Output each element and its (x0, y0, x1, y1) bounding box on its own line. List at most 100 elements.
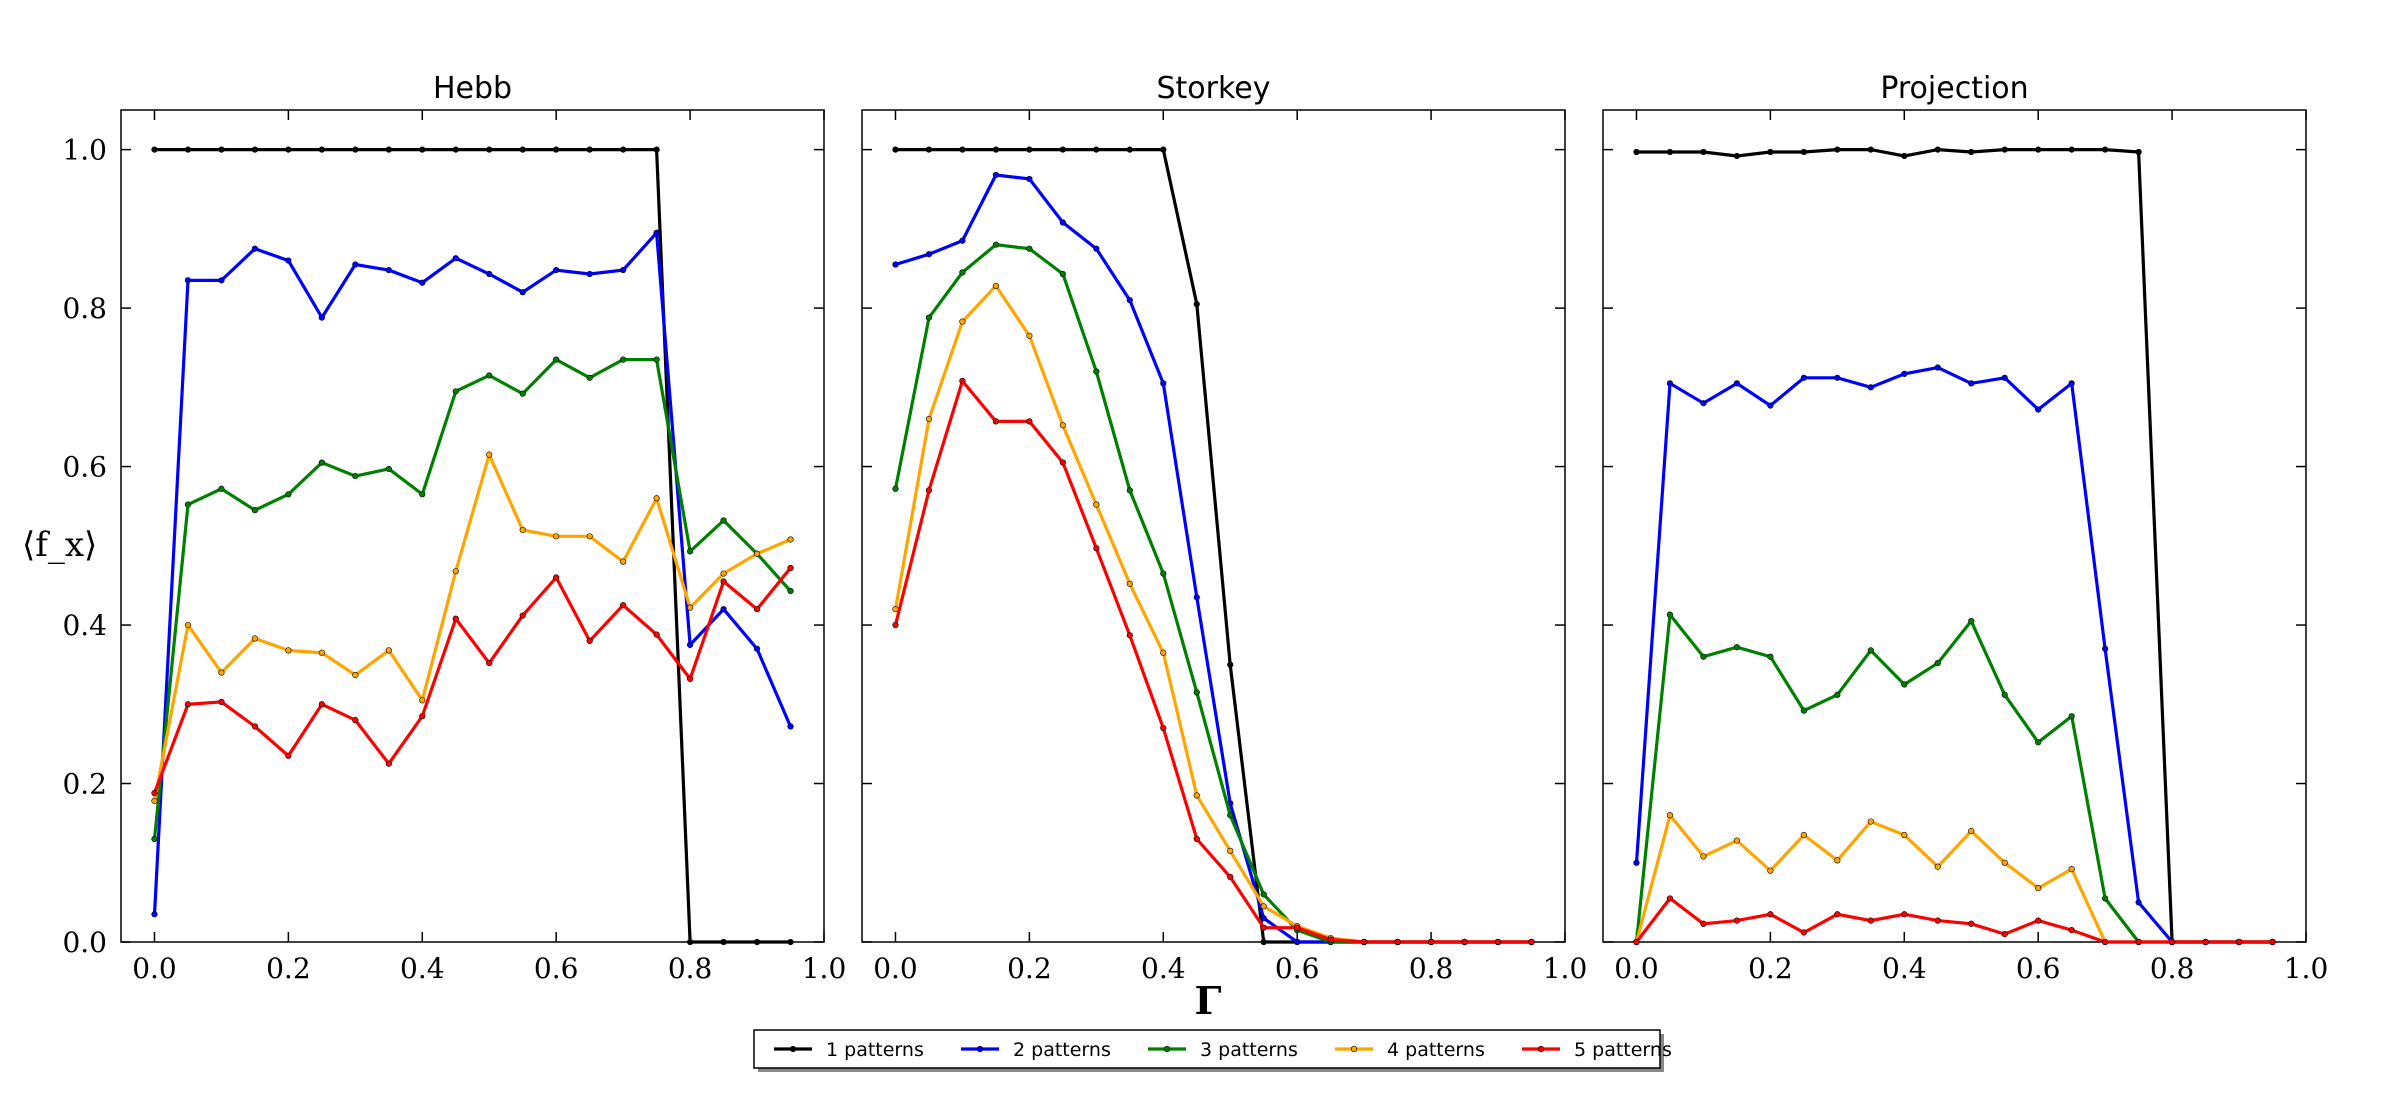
data-point-1-patterns (1834, 146, 1841, 153)
y-tick-label: 0.0 (62, 926, 107, 959)
data-point-3-patterns (1160, 570, 1167, 577)
data-point-5-patterns (2102, 938, 2109, 946)
data-point-5-patterns (620, 602, 627, 609)
series-line-2-patterns (1634, 365, 2273, 944)
data-point-1-patterns (586, 146, 593, 153)
data-point-4-patterns (218, 669, 225, 676)
data-point-4-patterns (285, 647, 292, 654)
data-point-5-patterns (1427, 938, 1435, 946)
data-point-1-patterns (1026, 146, 1033, 153)
data-point-2-patterns (486, 270, 493, 278)
data-point-4-patterns (1026, 332, 1033, 339)
data-point-3-patterns (787, 587, 794, 595)
data-point-1-patterns (352, 146, 359, 153)
data-point-5-patterns (318, 701, 325, 708)
y-tick-label: 0.4 (62, 609, 107, 642)
x-tick-label: 0.6 (1275, 952, 1320, 985)
data-point-1-patterns (553, 146, 560, 153)
y-tick-label: 0.8 (62, 292, 107, 325)
data-point-2-patterns (787, 723, 794, 730)
data-point-4-patterns (251, 635, 259, 642)
data-point-4-patterns (992, 282, 1000, 290)
data-point-2-patterns (419, 279, 426, 286)
y-tick-label: 1.0 (62, 134, 107, 167)
x-tick-label: 0.4 (1141, 952, 1186, 985)
x-tick-label: 1.0 (2284, 952, 2329, 985)
data-point-2-patterns (620, 266, 627, 274)
data-point-3-patterns (1867, 647, 1874, 654)
data-point-1-patterns (285, 146, 292, 153)
data-point-2-patterns (452, 255, 459, 262)
data-point-5-patterns (352, 717, 359, 724)
legend-item: 2 patterns (961, 1039, 1111, 1061)
data-point-2-patterns (1294, 938, 1301, 946)
data-point-4-patterns (720, 570, 727, 577)
data-point-5-patterns (2168, 938, 2176, 946)
data-point-3-patterns (1093, 368, 1100, 375)
data-point-3-patterns (1968, 617, 1975, 625)
data-point-5-patterns (1026, 418, 1033, 425)
legend-box (753, 1029, 1661, 1069)
data-point-5-patterns (1528, 938, 1535, 946)
data-point-4-patterns (1666, 812, 1674, 819)
x-tick-label: 0.2 (1007, 952, 1052, 985)
series-line-5-patterns (153, 566, 792, 794)
data-point-5-patterns (2269, 938, 2276, 946)
data-point-5-patterns (251, 723, 259, 730)
data-point-3-patterns (586, 374, 593, 381)
data-point-2-patterns (2135, 899, 2142, 906)
plot-frame (861, 109, 1566, 943)
data-point-1-patterns (2001, 146, 2008, 153)
data-point-3-patterns (452, 388, 459, 395)
data-point-5-patterns (1294, 924, 1301, 931)
data-point-3-patterns (2068, 713, 2075, 720)
series-line-2-patterns (152, 228, 792, 915)
legend-label: 5 patterns (1574, 1039, 1672, 1061)
data-point-4-patterns (1160, 649, 1167, 656)
x-tick-label: 0.8 (668, 952, 713, 985)
data-point-4-patterns (318, 649, 325, 656)
data-point-2-patterns (992, 171, 1000, 179)
series-line-4-patterns (152, 450, 792, 802)
data-point-4-patterns (452, 568, 459, 575)
data-point-4-patterns (1733, 837, 1741, 844)
data-point-3-patterns (519, 390, 526, 397)
series-line-3-patterns (152, 357, 792, 840)
data-point-2-patterns (151, 911, 158, 918)
data-point-1-patterns (151, 146, 158, 153)
data-point-5-patterns (2068, 927, 2075, 934)
data-point-2-patterns (385, 266, 392, 274)
data-point-2-patterns (925, 251, 933, 258)
data-point-4-patterns (1126, 580, 1133, 587)
data-point-5-patterns (1160, 724, 1167, 732)
data-point-2-patterns (1059, 219, 1066, 226)
data-point-3-patterns (686, 548, 694, 555)
data-point-5-patterns (1227, 873, 1234, 881)
data-point-3-patterns (1666, 611, 1674, 618)
data-point-3-patterns (419, 491, 426, 498)
data-point-1-patterns (787, 938, 794, 946)
panel-projection: Projection 0.0 0.2 0.4 0.6 0.8 1.0 (1602, 71, 2329, 985)
data-point-5-patterns (2235, 938, 2243, 946)
data-point-4-patterns (1700, 853, 1707, 860)
data-point-1-patterns (1901, 152, 1908, 160)
data-point-3-patterns (1260, 891, 1267, 898)
data-point-2-patterns (1666, 380, 1674, 387)
data-point-2-patterns (1700, 400, 1707, 407)
data-point-5-patterns (1767, 911, 1774, 918)
series-line-4-patterns (893, 283, 1532, 944)
legend-item: 1 patterns (774, 1039, 924, 1061)
legend-marker (1163, 1045, 1171, 1053)
data-point-5-patterns (686, 675, 694, 683)
panels: Hebb 0.0 0.2 0.4 0.6 0.8 1.0 0.0 0.2 0.4 0.6 0.8 1.0… (62, 71, 2328, 985)
data-point-3-patterns (1767, 653, 1774, 660)
data-point-2-patterns (1126, 297, 1133, 304)
data-point-5-patterns (2202, 938, 2209, 946)
data-point-3-patterns (218, 485, 225, 492)
data-point-4-patterns (419, 697, 426, 704)
data-point-5-patterns (1461, 938, 1468, 946)
data-point-1-patterns (1800, 148, 1807, 156)
data-point-5-patterns (1394, 938, 1401, 946)
data-point-1-patterns (2035, 146, 2042, 153)
